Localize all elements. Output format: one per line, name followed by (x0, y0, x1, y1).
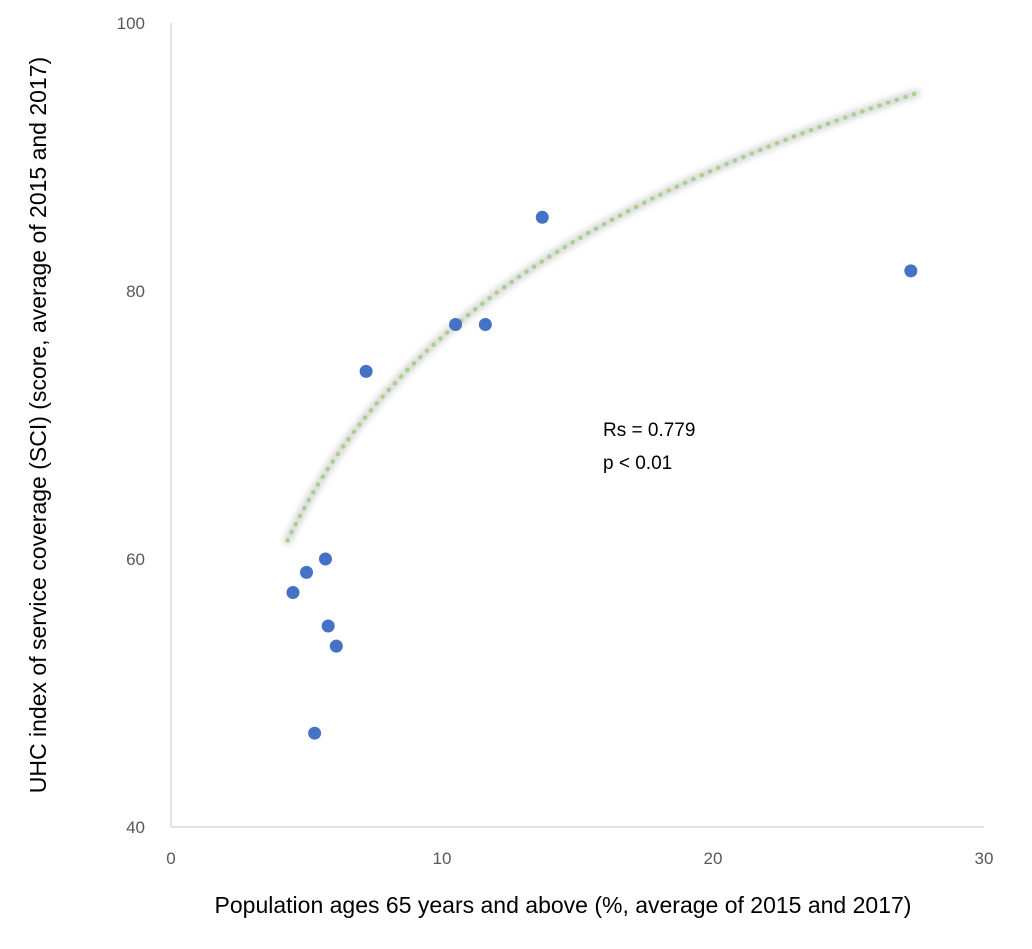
data-point[interactable] (318, 552, 332, 566)
y-tick-label: 80 (126, 282, 145, 301)
trendline-shadow (283, 88, 921, 545)
trendline (285, 91, 919, 543)
x-axis-title: Population ages 65 years and above (%, a… (215, 892, 912, 918)
data-point[interactable] (286, 586, 300, 599)
y-tick-label: 40 (126, 818, 145, 837)
y-axis-title: UHC index of service coverage (SCI) (sco… (25, 57, 51, 793)
p-value-annotation: p < 0.01 (603, 453, 672, 474)
x-tick-label: 30 (975, 849, 994, 868)
trendline-path (285, 91, 919, 543)
data-points (286, 210, 918, 740)
data-point[interactable] (535, 210, 549, 224)
x-tick-label: 0 (166, 849, 175, 868)
data-point[interactable] (308, 726, 322, 740)
y-tick-label: 100 (117, 14, 145, 33)
data-point[interactable] (300, 565, 313, 579)
x-tick-labels: 0 10 20 30 (166, 849, 993, 868)
rs-annotation: Rs = 0.779 (603, 420, 695, 441)
data-point[interactable] (329, 639, 343, 653)
x-tick-label: 20 (704, 849, 723, 868)
x-tick-label: 10 (433, 849, 452, 868)
data-point[interactable] (478, 318, 492, 331)
y-tick-label: 60 (126, 550, 145, 569)
y-tick-labels: 40 60 80 100 (117, 14, 145, 837)
data-point[interactable] (449, 318, 463, 331)
data-point[interactable] (359, 364, 373, 378)
data-point[interactable] (321, 619, 335, 633)
data-point[interactable] (904, 264, 918, 278)
trendline-glow (283, 88, 921, 545)
